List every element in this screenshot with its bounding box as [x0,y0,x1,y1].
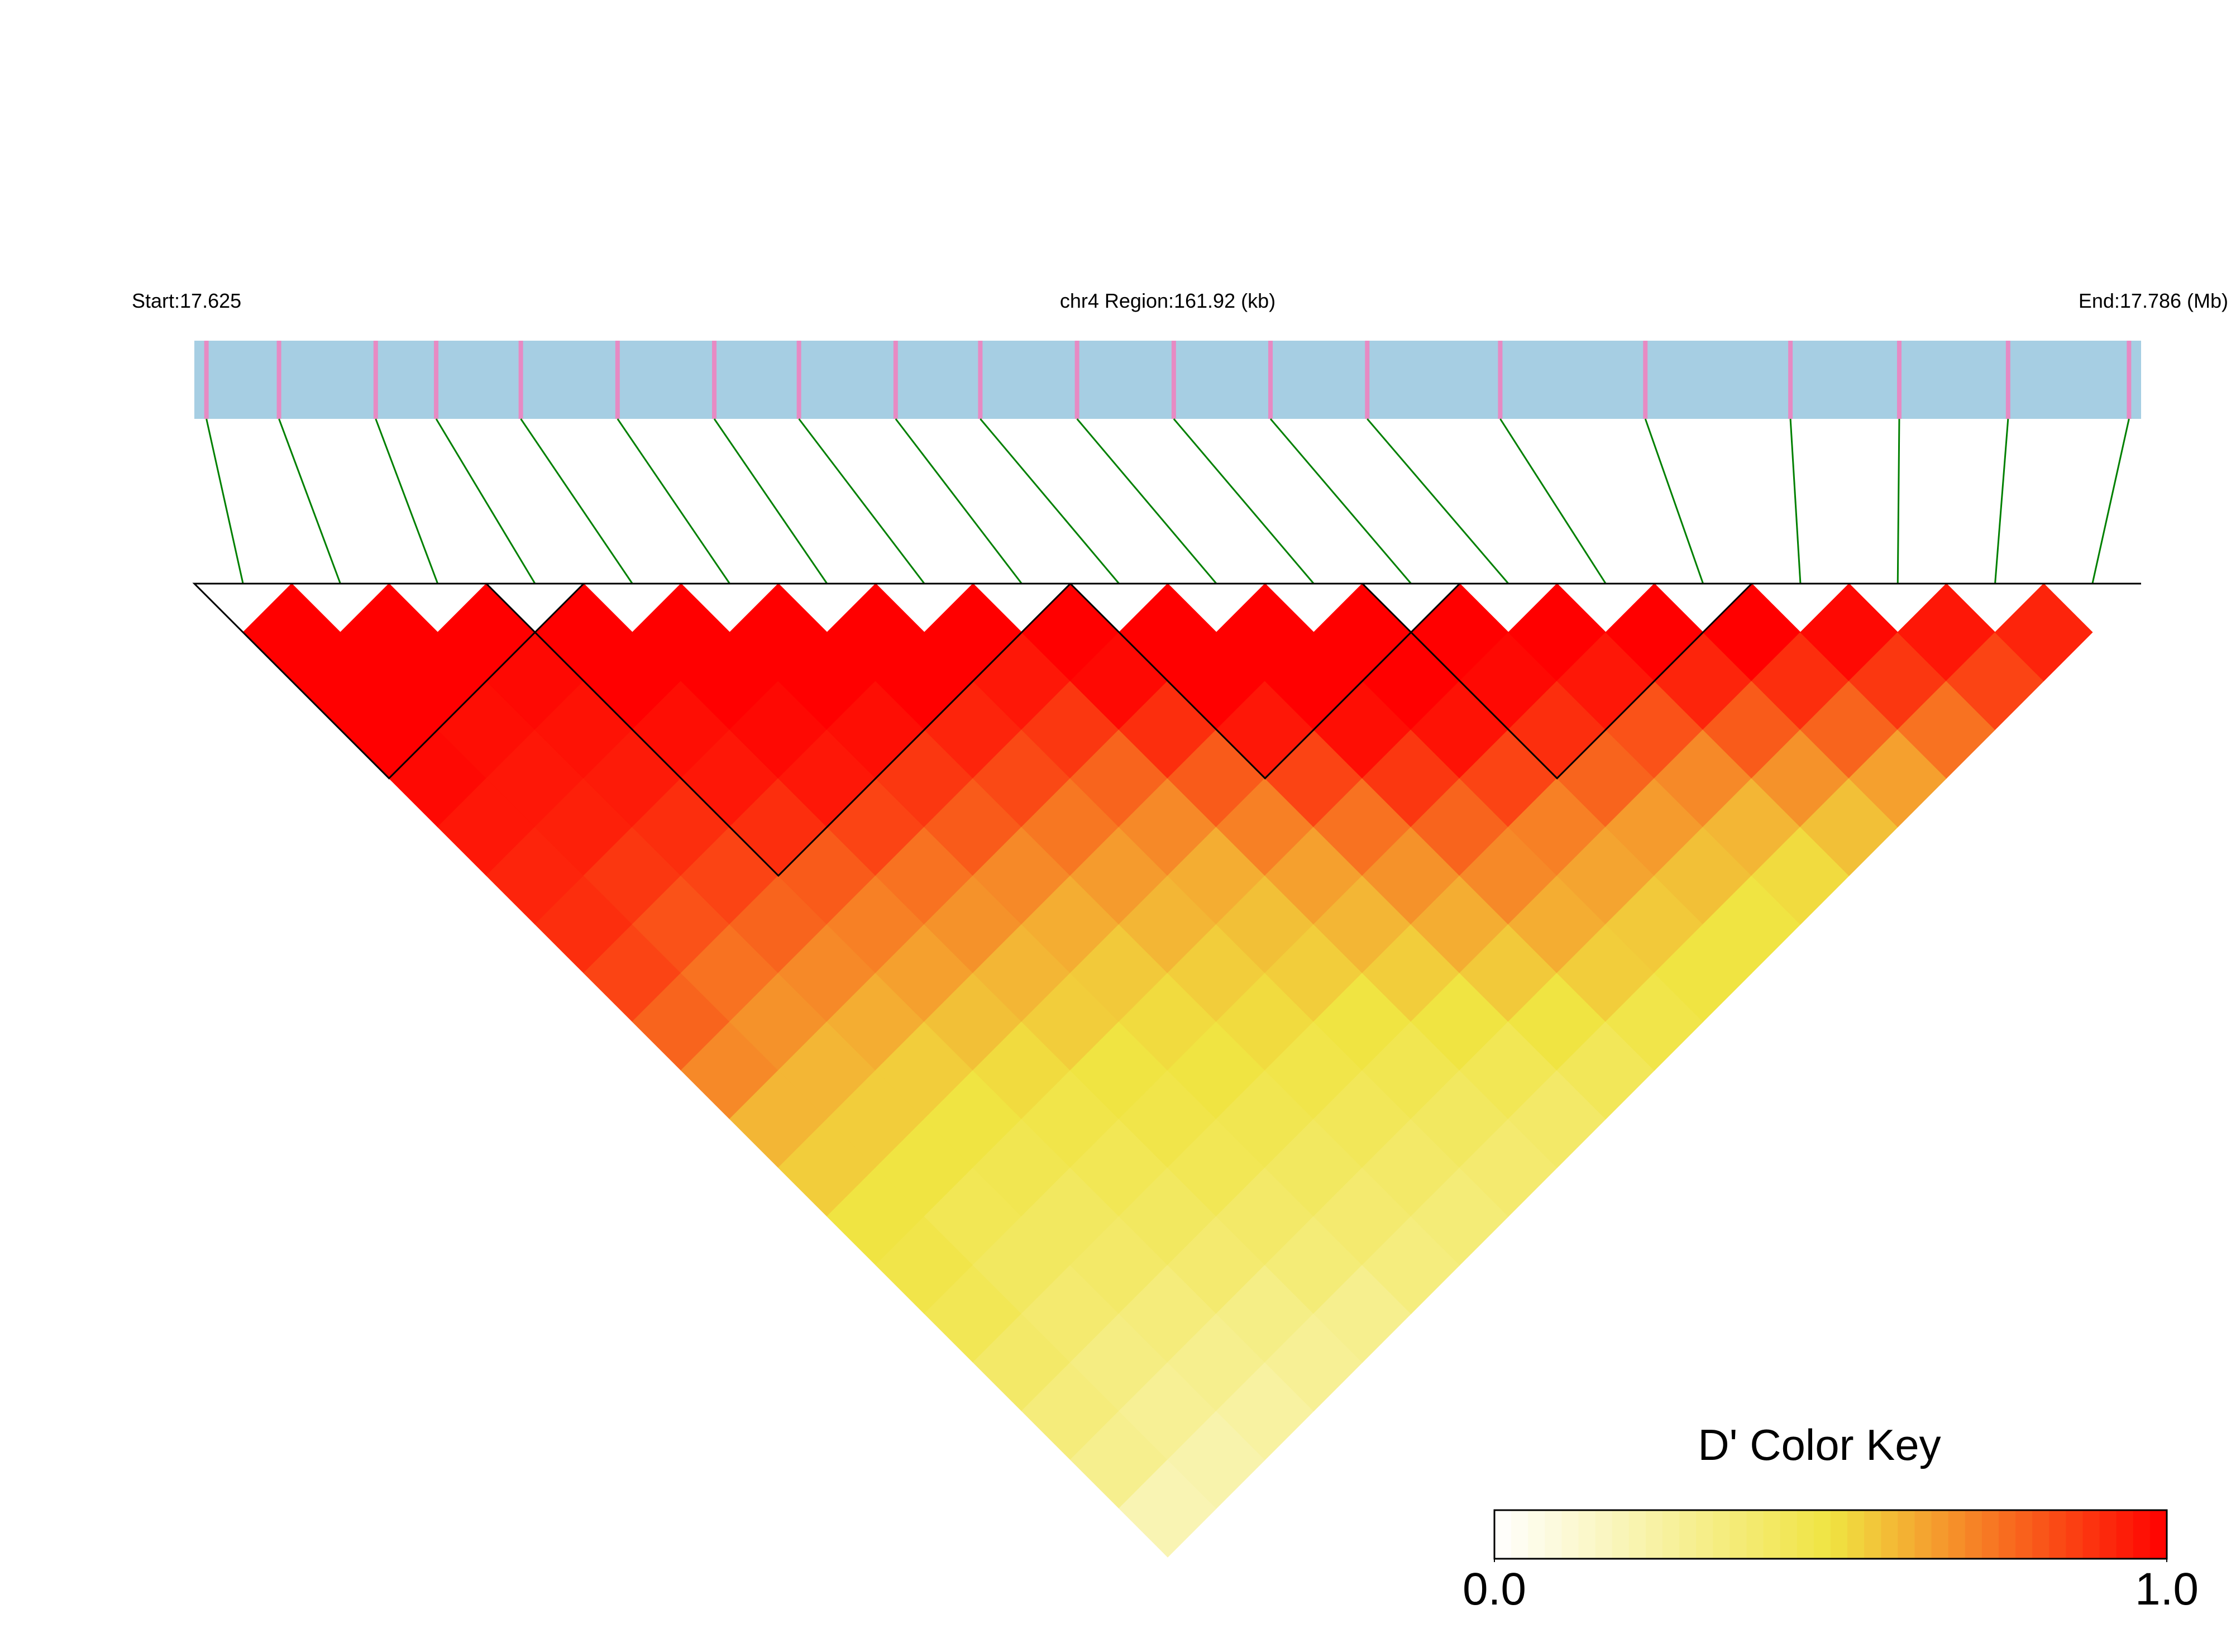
snp-link [1367,418,1509,584]
colorbar-step [1595,1510,1613,1559]
colorbar-step [1528,1510,1546,1559]
snp-stripe [2005,341,2010,419]
colorbar-step [1780,1510,1798,1559]
colorbar-step [1612,1510,1630,1559]
ld-block [192,583,586,780]
snp-link [435,418,536,584]
snp-link [617,418,730,584]
snp-link [1269,418,1412,584]
colorbar-step [1511,1510,1529,1559]
colorbar-step [1679,1510,1697,1559]
colorbar-step [1797,1510,1814,1559]
colorbar-step [1847,1510,1865,1559]
annotation-bar [194,341,2141,419]
snp-stripe [276,341,281,419]
colorbar-step [2066,1510,2084,1559]
colorbar-step [1494,1510,1512,1559]
colorbar-step [2015,1510,2033,1559]
snp-stripe [518,341,523,419]
snp-link [1789,418,1802,584]
colorbar-step [1965,1510,1982,1559]
colorbar-step [1696,1510,1714,1559]
colorbar-step [1881,1510,1899,1559]
region-label: chr4 Region:161.92 (kb) [1060,289,1275,312]
colorbar-frame [1493,1509,2168,1560]
colorbar-tick-label: 1.0 [2135,1564,2199,1615]
snp-stripe [1643,341,1648,419]
snp-stripe [1788,341,1793,419]
colorbar-step [1578,1510,1596,1559]
snp-link [1173,418,1315,584]
snp-stripe [1896,341,1902,419]
colorbar-step [1864,1510,1882,1559]
colorbar-step [1831,1510,1848,1559]
snp-stripe [978,341,983,419]
start-label: Start:17.625 [132,289,241,312]
ld-cell [1994,583,2093,682]
snp-link [895,418,1023,584]
colorbar-step [1999,1510,2017,1559]
snp-link [520,418,633,584]
colorbar-step [1662,1510,1680,1559]
snp-stripe [615,341,620,419]
ld-block [484,583,1073,877]
colorbar-step [2116,1510,2134,1559]
colorbar-step [2032,1510,2050,1559]
snp-link [713,418,828,584]
snp-stripe [796,341,801,419]
colorbar-step [2082,1510,2100,1559]
snp-stripe [893,341,898,419]
snp-link [2091,418,2130,584]
snp-stripe [434,341,439,419]
snp-link [1076,418,1217,584]
snp-stripe [712,341,717,419]
snp-link [1994,418,2009,584]
colorbar-step [2049,1510,2067,1559]
colorbar-step [1981,1510,1999,1559]
snp-stripe [2127,341,2132,419]
snp-stripe [373,341,378,419]
colorbar-tick-label: 0.0 [1463,1564,1526,1615]
snp-stripe [1171,341,1176,419]
colorbar-step [1628,1510,1646,1559]
snp-link [206,418,244,584]
colorbar-step [1561,1510,1579,1559]
colorbar-step [1730,1510,1747,1559]
snp-stripe [1365,341,1370,419]
colorbar-step [1746,1510,1764,1559]
snp-link [278,418,341,584]
colorbar-title: D' Color Key [1698,1420,1941,1469]
colorbar-step [1948,1510,1966,1559]
ld-block [1360,583,1754,780]
colorbar-step [2099,1510,2117,1559]
snp-link [798,418,925,584]
colorbar-step [2133,1510,2151,1559]
ld-block [1068,583,1462,780]
snp-stripe [1074,341,1079,419]
colorbar-step [1713,1510,1731,1559]
colorbar-step [1914,1510,1932,1559]
snp-link [1644,418,1704,584]
snp-link [1896,418,1900,584]
snp-link [375,418,439,584]
snp-stripe [204,341,209,419]
colorbar-step [1813,1510,1831,1559]
snp-link [980,418,1120,584]
snp-stripe [1268,341,1273,419]
colorbar-step [1898,1510,1915,1559]
colorbar-step [1545,1510,1563,1559]
colorbar-step [1645,1510,1663,1559]
snp-link [1499,418,1607,584]
colorbar-step [1763,1510,1781,1559]
colorbar-step [1931,1510,1949,1559]
snp-stripe [1498,341,1503,419]
end-label: End:17.786 (Mb) [2079,289,2228,312]
colorbar-step [2149,1510,2167,1559]
